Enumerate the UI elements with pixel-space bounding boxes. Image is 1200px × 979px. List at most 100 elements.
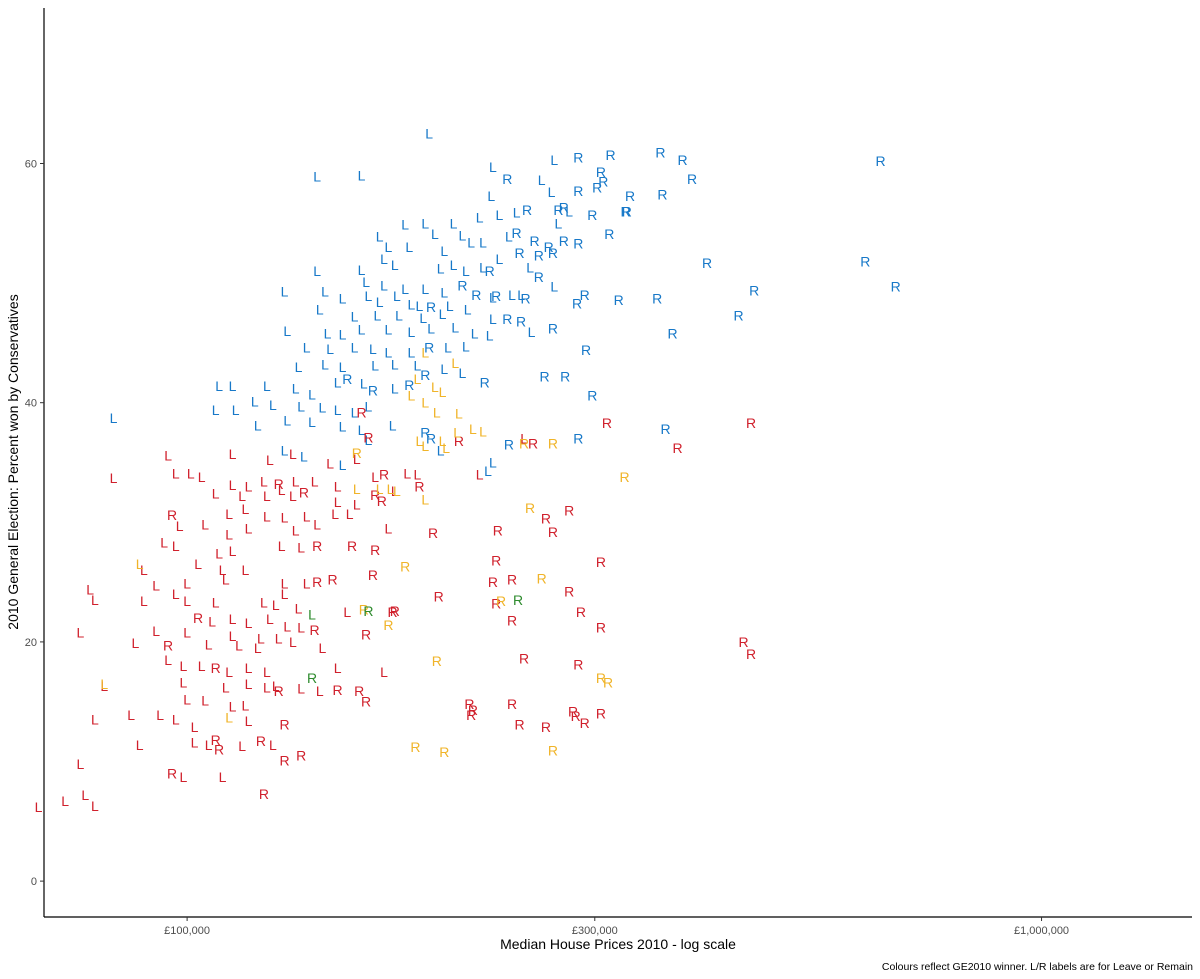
data-point: L [376, 228, 384, 244]
data-point: L [385, 239, 393, 255]
data-point: L [245, 615, 253, 631]
data-point: R [576, 604, 586, 620]
data-point: L [297, 620, 305, 636]
data-point: R [548, 435, 558, 451]
data-point: L [538, 172, 546, 188]
data-point: L [358, 262, 366, 278]
data-point: L [401, 281, 409, 297]
data-point: R [426, 431, 436, 447]
data-point: R [605, 147, 615, 163]
data-point: L [479, 260, 487, 276]
data-point: L [476, 209, 484, 225]
data-point: L [198, 469, 206, 485]
data-point: L [289, 488, 297, 504]
data-point: R [534, 269, 544, 285]
data-point: L [353, 451, 361, 467]
data-point: L [194, 556, 202, 572]
data-point: L [513, 205, 521, 221]
data-point: L [235, 638, 243, 654]
data-point: L [281, 510, 289, 526]
data-point: L [442, 440, 450, 456]
data-point: R [860, 254, 870, 270]
data-point: L [403, 465, 411, 481]
data-point: L [425, 126, 433, 142]
data-point: R [457, 278, 467, 294]
data-point: L [351, 404, 359, 420]
data-point: L [376, 294, 384, 310]
data-point: R [746, 415, 756, 431]
data-point: L [451, 355, 459, 371]
data-point: R [516, 313, 526, 329]
data-point: L [215, 378, 223, 394]
data-point: L [439, 306, 447, 322]
data-point: L [269, 397, 277, 413]
data-point: L [215, 545, 223, 561]
data-point: L [459, 227, 467, 243]
data-point: R [493, 523, 503, 539]
data-point: R [347, 538, 357, 554]
data-point: L [242, 501, 250, 517]
data-point: L [77, 756, 85, 772]
data-point: R [312, 574, 322, 590]
data-point: L [334, 478, 342, 494]
data-point: R [548, 743, 558, 759]
data-point: R [596, 670, 606, 686]
data-point: L [266, 611, 274, 627]
data-point: L [229, 628, 237, 644]
data-point: L [266, 452, 274, 468]
data-point: L [100, 676, 108, 692]
data-point: L [254, 417, 262, 433]
data-point: R [568, 703, 578, 719]
data-point: L [295, 359, 303, 375]
data-point: L [295, 600, 303, 616]
data-point: L [289, 634, 297, 650]
data-point: R [891, 279, 901, 295]
data-point: R [485, 263, 495, 279]
data-point: L [275, 630, 283, 646]
data-point: L [321, 356, 329, 372]
data-point: L [450, 257, 458, 273]
data-point: L [254, 640, 262, 656]
data-point: R [522, 202, 532, 218]
data-point: R [559, 200, 569, 216]
data-point: L [313, 517, 321, 533]
data-point: R [739, 634, 749, 650]
data-point: L [201, 517, 209, 533]
data-point: L [326, 456, 334, 472]
data-point: R [379, 467, 389, 483]
data-point: L [127, 707, 135, 723]
chart-caption: Colours reflect GE2010 winner. L/R label… [882, 961, 1193, 973]
data-point: R [439, 744, 449, 760]
data-point: L [263, 508, 271, 524]
data-point: L [136, 737, 144, 753]
data-point: L [110, 470, 118, 486]
data-point: L [308, 386, 316, 402]
data-point: L [339, 327, 347, 343]
data-point: R [163, 638, 173, 654]
data-point: R [655, 145, 665, 161]
data-point: L [297, 681, 305, 697]
data-point: R [596, 706, 606, 722]
data-point: L [351, 309, 359, 325]
data-point: L [550, 279, 558, 295]
data-point: R [572, 295, 582, 311]
y-axis-title: 2010 General Election: Percent won by Co… [5, 294, 21, 629]
data-point: L [205, 737, 213, 753]
data-point: R [432, 653, 442, 669]
data-point: L [225, 709, 233, 725]
data-point: L [183, 624, 191, 640]
data-point: R [621, 203, 631, 219]
data-point: R [377, 493, 387, 509]
data-point: R [468, 702, 478, 718]
data-point: R [587, 207, 597, 223]
data-point: R [746, 646, 756, 662]
data-point: L [486, 328, 494, 344]
data-point: L [385, 520, 393, 536]
data-point: L [245, 660, 253, 676]
data-point: L [405, 239, 413, 255]
data-point: L [313, 263, 321, 279]
data-point: L [245, 478, 253, 494]
data-point: L [489, 159, 497, 175]
data-point: L [358, 422, 366, 438]
